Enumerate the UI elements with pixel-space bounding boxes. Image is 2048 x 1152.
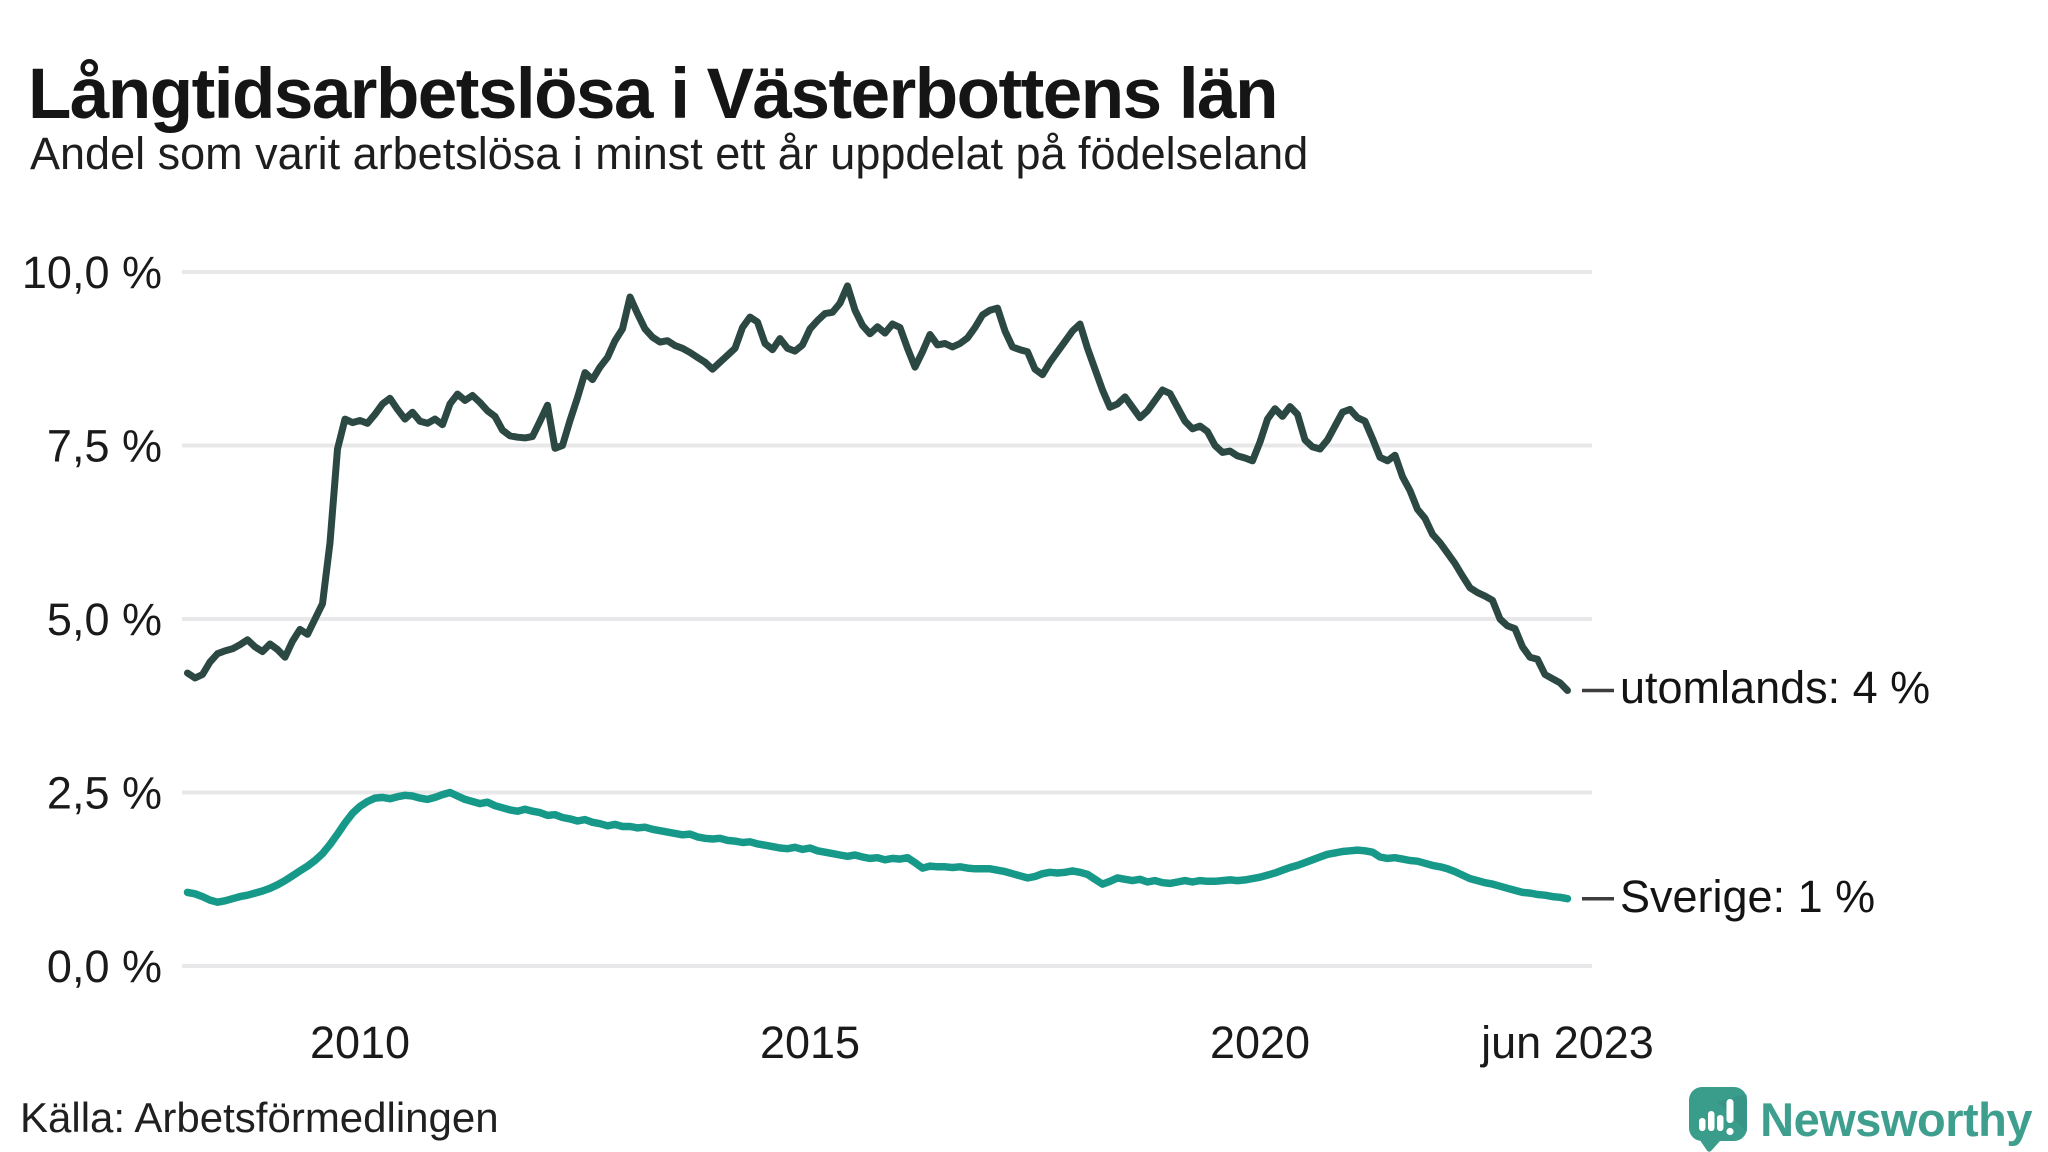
y-axis-tick-label: 7,5 %	[47, 421, 162, 472]
series-line-utomlands	[184, 282, 1571, 694]
y-axis-tick-label: 0,0 %	[47, 941, 162, 992]
y-axis-tick-label: 10,0 %	[22, 247, 162, 298]
x-axis-tick-label: 2010	[310, 1017, 410, 1068]
newsworthy-branding: Newsworthy	[1688, 1086, 2032, 1152]
x-axis-tick-label: jun 2023	[1479, 1017, 1654, 1068]
bar-chart-speech-bubble-icon	[1689, 1087, 1748, 1152]
x-axis-tick-label: 2020	[1210, 1017, 1310, 1068]
y-axis-tick-label: 5,0 %	[47, 594, 162, 645]
series-end-label-utomlands: utomlands: 4 %	[1620, 662, 1931, 714]
chart-subtitle: Andel som varit arbetslösa i minst ett å…	[30, 128, 1309, 179]
series-line-Sverige	[183, 788, 1572, 906]
series-end-label-Sverige: Sverige: 1 %	[1620, 870, 1876, 922]
x-axis-tick-label: 2015	[760, 1017, 860, 1068]
y-axis-tick-label: 2,5 %	[47, 768, 162, 819]
brand-name: Newsworthy	[1760, 1092, 2032, 1146]
page-title: Långtidsarbetslösa i Västerbottens län	[28, 54, 1278, 134]
source-note: Källa: Arbetsförmedlingen	[20, 1094, 499, 1141]
